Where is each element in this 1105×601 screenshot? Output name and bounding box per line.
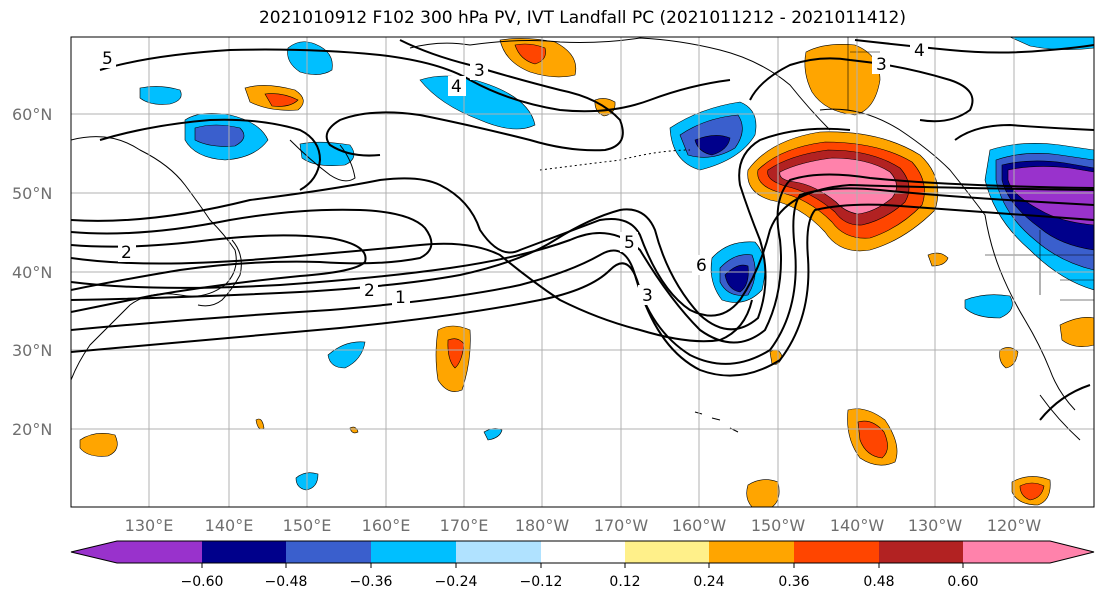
lon-label: 150°E	[283, 516, 332, 535]
positive-anomaly-region	[264, 93, 299, 107]
lat-label: 40°N	[12, 263, 52, 282]
gridlines	[71, 37, 1094, 507]
latitude-labels: 60°N 50°N 40°N 30°N 20°N	[12, 105, 52, 439]
contour-label: 4	[914, 41, 925, 61]
lon-label: 130°E	[125, 516, 174, 535]
positive-anomaly-region	[1059, 317, 1094, 347]
lon-label: 140°E	[205, 516, 254, 535]
colorbar-segment	[202, 541, 286, 563]
lat-label: 60°N	[12, 105, 52, 124]
colorbar-tick-label: 0.36	[778, 574, 809, 590]
contour-line	[99, 48, 731, 113]
colorbar-tick-label: −0.24	[435, 574, 478, 590]
positive-anomaly-region	[255, 418, 265, 430]
pv-contours	[71, 39, 1094, 421]
negative-anomaly-region	[964, 294, 1013, 319]
positive-anomaly-region	[746, 479, 780, 507]
map-title: 2021010912 F102 300 hPa PV, IVT Landfall…	[258, 8, 906, 28]
coastlines	[71, 37, 1094, 441]
colorbar-segment	[794, 541, 879, 563]
contour-line	[71, 242, 753, 343]
colorbar-tick-label: 0.24	[693, 574, 724, 590]
canada-borders	[847, 37, 880, 110]
contour-label: 5	[102, 49, 113, 69]
lon-label: 140°W	[830, 516, 885, 535]
colorbar-tick-label: −0.36	[350, 574, 393, 590]
positive-anomaly-region	[857, 420, 888, 459]
contour-line	[99, 118, 322, 191]
contour-label: 2	[364, 281, 375, 301]
colorbar-segment	[625, 541, 709, 563]
japan-coastline	[197, 239, 242, 307]
lat-label: 20°N	[12, 420, 52, 439]
colorbar-segment	[456, 541, 541, 563]
colorbar-tick-label: 0.60	[947, 574, 978, 590]
map-border	[70, 36, 1095, 508]
lat-label: 30°N	[12, 341, 52, 360]
contour-line	[954, 123, 1094, 141]
colorbar-segment	[879, 541, 963, 563]
lat-label: 50°N	[12, 184, 52, 203]
lon-label: 170°E	[440, 516, 489, 535]
colorbar-segment	[286, 541, 371, 563]
contour-label: 3	[876, 55, 887, 75]
colorbar-tick-label: 0.48	[863, 574, 894, 590]
kamchatka-coastline	[289, 139, 356, 182]
contour-line	[71, 208, 433, 291]
contour-label: 2	[121, 243, 132, 263]
colorbar-segment	[541, 541, 625, 563]
lon-label: 120°W	[987, 516, 1042, 535]
asia-coastline	[71, 136, 237, 381]
baja-coastline	[1039, 394, 1081, 441]
contour-line	[325, 39, 624, 157]
contour-label: 1	[395, 288, 406, 308]
colorbar-segment	[71, 541, 202, 563]
contour-line	[71, 173, 1094, 344]
contour-line	[749, 57, 974, 123]
contour-label: 4	[451, 77, 462, 97]
colorbar-segment	[709, 541, 794, 563]
colorbar-tick-label: −0.12	[520, 574, 563, 590]
lon-label: 160°W	[672, 516, 727, 535]
negative-anomaly-region	[694, 135, 731, 156]
colorbar-ticks	[201, 563, 964, 568]
aleutian-chain	[539, 149, 691, 171]
contour-line	[71, 127, 851, 331]
us-borders	[985, 230, 1094, 301]
positive-anomaly-region	[447, 338, 465, 369]
lon-label: 160°E	[362, 516, 411, 535]
lon-label: 150°W	[751, 516, 806, 535]
colorbar-segment	[963, 541, 1094, 563]
lon-label: 180°W	[515, 516, 570, 535]
contour-labels: 5 3 4 4 3 2 2 1 5 3 6	[98, 40, 928, 308]
lon-label: 130°W	[908, 516, 963, 535]
contour-line	[71, 187, 1094, 365]
na-west-coast	[819, 108, 1076, 411]
positive-anomaly-region	[514, 43, 546, 65]
colorbar: −0.60 −0.48 −0.36 −0.24 −0.12 0.12 0.24 …	[70, 540, 1095, 590]
contour-label: 3	[642, 286, 653, 306]
contour-label: 3	[474, 61, 485, 81]
colorbar-segment	[371, 541, 456, 563]
contour-label: 6	[696, 256, 707, 276]
contour-line	[71, 203, 1094, 377]
lon-label: 170°W	[594, 516, 649, 535]
positive-anomaly-region	[79, 433, 118, 457]
contour-line	[854, 39, 1094, 54]
negative-anomaly-region	[139, 86, 182, 105]
colorbar-tick-label: 0.12	[609, 574, 640, 590]
contour-line	[71, 234, 367, 313]
negative-anomaly-region	[299, 141, 355, 166]
negative-anomaly-region	[194, 124, 245, 147]
colorbar-outline	[70, 540, 1095, 564]
contour-label: 5	[624, 233, 635, 253]
longitude-labels: 130°E 140°E 150°E 160°E 170°E 180°W 170°…	[125, 516, 1042, 535]
negative-anomaly-region	[327, 341, 366, 369]
colorbar-tick-label: −0.48	[265, 574, 308, 590]
positive-anomaly-region	[1019, 482, 1045, 501]
colorbar-tick-label: −0.60	[181, 574, 224, 590]
alaska-coastline	[409, 37, 831, 131]
contour-line	[1039, 384, 1091, 421]
